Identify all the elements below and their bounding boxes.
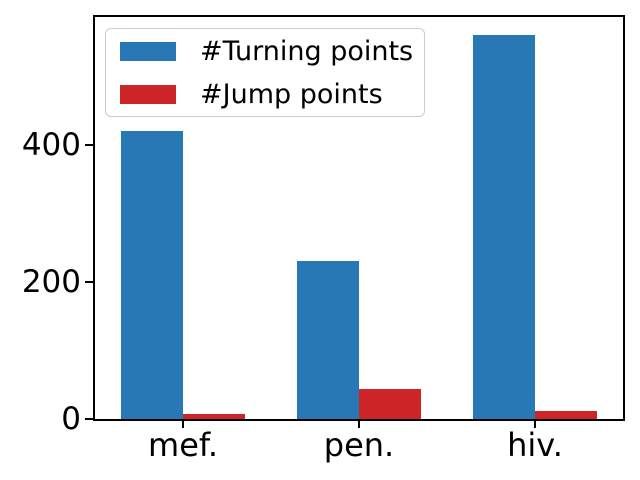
bars-layer	[95, 17, 623, 419]
bar-mef-jump-points	[183, 414, 245, 419]
y-tick-mark-0	[85, 418, 93, 420]
y-tick-mark-200	[85, 281, 93, 283]
legend-label-jump-points: #Jump points	[200, 78, 383, 110]
x-tick-label-hiv: hiv.	[507, 426, 563, 464]
bar-hiv-jump-points	[535, 411, 597, 419]
legend: #Turning points #Jump points	[105, 28, 425, 117]
turning-points-swatch-icon	[120, 41, 176, 61]
bar-mef-turning-points	[121, 131, 183, 419]
y-tick-label-200: 200	[21, 264, 81, 300]
legend-item-jump-points: #Jump points	[120, 78, 412, 111]
bar-pen-jump-points	[359, 389, 421, 419]
x-tick-mark-mef	[182, 421, 184, 428]
legend-label-turning-points: #Turning points	[200, 35, 414, 67]
x-tick-mark-pen	[358, 421, 360, 428]
y-tick-mark-400	[85, 144, 93, 146]
x-tick-mark-hiv	[534, 421, 536, 428]
jump-points-swatch-icon	[120, 84, 176, 104]
bar-pen-turning-points	[297, 261, 359, 419]
x-tick-label-pen: pen.	[323, 426, 395, 464]
y-tick-label-400: 400	[21, 127, 81, 163]
bar-hiv-turning-points	[473, 35, 535, 419]
x-tick-label-mef: mef.	[148, 426, 218, 464]
y-tick-label-0: 0	[61, 401, 81, 437]
legend-item-turning-points: #Turning points	[120, 35, 414, 68]
